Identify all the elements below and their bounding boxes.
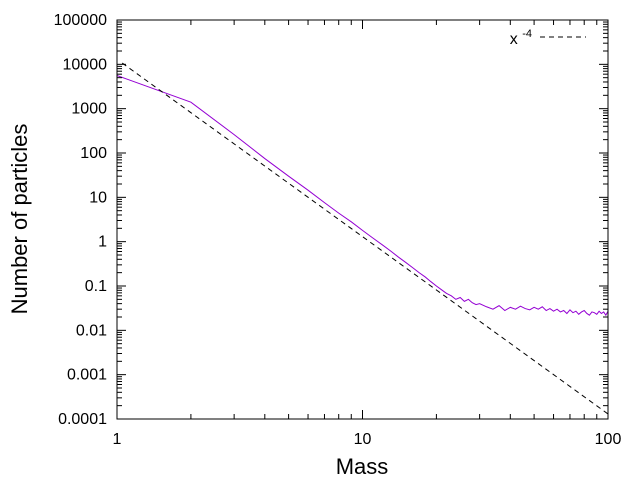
legend-label-exponent: -4	[522, 28, 532, 40]
plot-frame	[116, 19, 609, 420]
legend-label: x -4	[510, 28, 532, 48]
tick-labels: 1 10 100 0.0001 0.001 0.01 0.1 1 10 100 1000 10000 1…	[54, 12, 622, 448]
x-tick-label: 100	[595, 431, 622, 448]
y-tick-label: 100	[80, 145, 107, 162]
x-axis-label: Mass	[336, 454, 389, 479]
y-tick-label: 0.1	[85, 278, 107, 295]
reference-line	[121, 62, 609, 415]
axis-ticks	[116, 20, 609, 420]
legend: x -4	[510, 28, 586, 48]
x-tick-label: 10	[354, 431, 372, 448]
legend-label-base: x	[510, 31, 518, 48]
y-tick-label: 0.001	[67, 367, 107, 384]
y-tick-label: 0.0001	[58, 411, 107, 428]
plot-lines	[116, 62, 609, 415]
y-tick-label: 10000	[63, 56, 108, 73]
x-tick-label: 1	[113, 431, 122, 448]
y-tick-label: 1	[98, 234, 107, 251]
y-tick-label: 1000	[71, 101, 107, 118]
y-tick-label: 10	[89, 189, 107, 206]
data-line	[116, 75, 609, 317]
y-tick-label: 0.01	[76, 322, 107, 339]
y-tick-label: 100000	[54, 12, 107, 29]
y-axis-label: Number of particles	[7, 124, 32, 315]
